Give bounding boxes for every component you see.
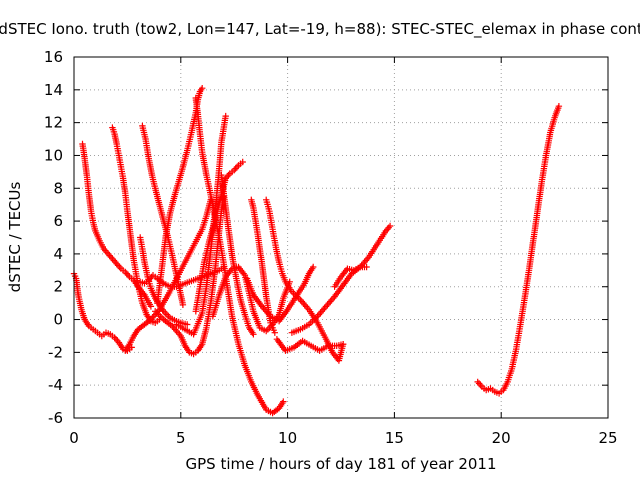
data-point (179, 301, 187, 308)
series-19 (288, 222, 394, 336)
series-12 (192, 158, 246, 315)
y-tick-labels: -6 -4 -2 0 2 4 6 8 10 12 14 16 (44, 48, 63, 427)
y-tick-label: 12 (44, 114, 63, 132)
chart-title: dSTEC Iono. truth (tow2, Lon=147, Lat=-1… (0, 20, 640, 39)
x-tick-label: 25 (598, 429, 617, 447)
y-tick-label: 6 (53, 212, 63, 230)
series-6 (137, 263, 227, 290)
series-17 (263, 196, 347, 364)
y-tick-label: 0 (53, 311, 63, 329)
data-point (339, 341, 347, 348)
x-tick-label: 5 (176, 429, 186, 447)
x-tick-label: 0 (69, 429, 79, 447)
data-point (310, 263, 317, 271)
series-21 (474, 103, 563, 397)
series-2 (79, 140, 155, 310)
grid (73, 56, 609, 419)
series-10 (152, 193, 227, 358)
series-14 (209, 263, 293, 335)
y-tick-label: 10 (44, 146, 63, 164)
x-tick-labels: 0 5 10 15 20 25 (69, 429, 617, 447)
series-5 (139, 122, 187, 308)
y-tick-label: -6 (48, 409, 63, 427)
data-point (184, 321, 191, 328)
data-point (250, 331, 257, 338)
data-point (363, 263, 370, 271)
data-point (271, 329, 278, 336)
series-1 (70, 270, 135, 354)
data-point (298, 298, 305, 305)
y-tick-label: 4 (53, 245, 63, 263)
series-18 (273, 336, 347, 354)
x-tick-label: 10 (278, 429, 297, 447)
series-16 (243, 263, 317, 325)
x-tick-label: 15 (385, 429, 404, 447)
data-point (386, 222, 394, 230)
y-axis-label: dSTEC / TECUs (6, 181, 24, 292)
y-tick-label: -2 (48, 343, 63, 361)
data-point (222, 112, 229, 120)
data-points (70, 85, 563, 417)
series-11 (173, 112, 229, 338)
data-point (264, 326, 271, 333)
data-point (555, 103, 563, 110)
y-tick-label: 14 (44, 81, 63, 99)
x-tick-label: 20 (492, 429, 511, 447)
data-point (474, 378, 481, 386)
y-tick-label: -4 (48, 376, 63, 394)
data-point (147, 303, 155, 310)
y-tick-label: 8 (53, 179, 63, 197)
data-point (199, 85, 206, 92)
x-axis-label: GPS time / hours of day 181 of year 2011 (186, 455, 497, 473)
data-point (239, 158, 246, 166)
plot-frame (73, 56, 609, 419)
series-20 (331, 263, 370, 290)
data-point (280, 398, 287, 405)
y-tick-label: 2 (53, 278, 63, 296)
y-tick-label: 16 (44, 48, 63, 66)
series-3 (109, 124, 163, 326)
